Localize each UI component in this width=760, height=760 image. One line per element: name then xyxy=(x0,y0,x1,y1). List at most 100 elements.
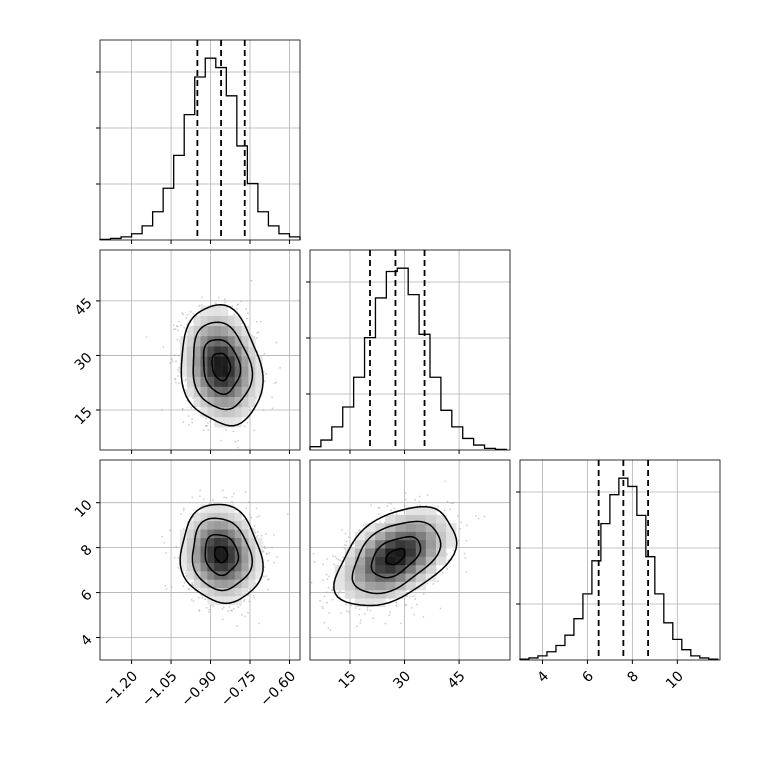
density-cell xyxy=(334,581,346,591)
density-cell xyxy=(200,376,208,387)
scatter-point xyxy=(406,595,408,598)
density-cell xyxy=(354,590,366,599)
density-cell xyxy=(248,529,256,538)
scatter-point xyxy=(243,425,246,428)
density-panel-2-3 xyxy=(309,459,511,664)
density-panel-1-2 xyxy=(96,249,301,474)
scatter-point xyxy=(173,378,176,381)
scatter-point xyxy=(231,305,234,308)
scatter-point xyxy=(355,607,357,609)
scatter-point xyxy=(446,567,448,570)
density-cell xyxy=(214,305,222,316)
density-cell xyxy=(365,581,376,591)
scatter-point xyxy=(227,610,230,612)
scatter-point xyxy=(209,420,211,423)
density-cell xyxy=(180,346,188,357)
density-cell xyxy=(241,571,249,580)
scatter-point xyxy=(457,515,459,518)
scatter-point xyxy=(192,312,195,315)
scatter-point xyxy=(225,429,228,431)
scatter-point xyxy=(345,544,348,547)
scatter-point xyxy=(176,325,179,328)
density-cell xyxy=(436,548,447,557)
panel-frame xyxy=(99,249,301,451)
scatter-point xyxy=(366,609,369,611)
scatter-point xyxy=(183,326,186,329)
density-cell xyxy=(425,506,437,516)
density-cell xyxy=(200,305,208,316)
density-cell xyxy=(186,336,194,347)
density-cell xyxy=(207,315,215,327)
scatter-point xyxy=(256,332,259,334)
scatter-point xyxy=(232,430,235,433)
density-cell xyxy=(385,523,396,532)
y-tick-label: 45 xyxy=(72,295,96,319)
scatter-point xyxy=(422,593,425,595)
scatter-point xyxy=(190,407,193,409)
scatter-point xyxy=(313,560,316,563)
density-cell xyxy=(227,587,235,597)
density-cell xyxy=(200,554,208,563)
scatter-point xyxy=(250,516,253,519)
density-cell xyxy=(395,514,406,524)
density-cell xyxy=(207,562,215,572)
scatter-point xyxy=(463,552,466,555)
scatter-point xyxy=(276,556,278,559)
scatter-point xyxy=(186,313,189,316)
scatter-point xyxy=(204,598,206,601)
density-cell xyxy=(207,376,215,387)
scatter-point xyxy=(169,362,172,364)
scatter-point xyxy=(231,501,234,504)
density-cell xyxy=(255,554,263,563)
scatter-point xyxy=(217,296,220,299)
density-cell xyxy=(446,539,457,549)
density-cell xyxy=(193,396,201,408)
y-tick-label: 30 xyxy=(72,350,96,374)
density-cell xyxy=(214,512,222,522)
scatter-point xyxy=(223,496,226,499)
scatter-point xyxy=(331,588,334,591)
density-cell xyxy=(344,548,356,557)
scatter-point xyxy=(173,556,176,559)
scatter-point xyxy=(459,528,462,530)
density-cell xyxy=(241,554,249,563)
scatter-point xyxy=(208,608,211,611)
scatter-point xyxy=(465,571,468,573)
scatter-point xyxy=(192,600,195,603)
scatter-point xyxy=(178,382,180,384)
scatter-point xyxy=(182,421,185,424)
scatter-point xyxy=(358,613,361,616)
density-cell xyxy=(221,325,229,337)
scatter-point xyxy=(326,578,329,581)
scatter-point xyxy=(192,472,194,474)
density-cell xyxy=(415,548,427,557)
x-tick-label: −0.90 xyxy=(178,668,220,710)
scatter-point xyxy=(185,575,188,577)
density-cell xyxy=(334,573,346,582)
scatter-point xyxy=(331,598,334,601)
scatter-point xyxy=(173,354,176,356)
scatter-point xyxy=(221,618,224,621)
scatter-point xyxy=(235,307,238,310)
density-cell xyxy=(365,556,376,566)
scatter-point xyxy=(356,625,358,628)
density-cell xyxy=(227,406,235,418)
density-cell xyxy=(365,573,376,582)
scatter-point xyxy=(321,605,324,608)
density-cell xyxy=(248,386,256,397)
density-cell xyxy=(207,537,215,547)
x-tick-label: 10 xyxy=(663,668,687,692)
scatter-point xyxy=(250,334,253,337)
scatter-point xyxy=(450,502,453,505)
density-cell xyxy=(415,514,427,524)
scatter-point xyxy=(165,552,167,554)
density-cell xyxy=(186,546,194,555)
density-cell xyxy=(241,537,249,547)
density-cell xyxy=(186,529,194,538)
density-cell xyxy=(207,366,215,377)
density-cell xyxy=(214,376,222,387)
scatter-point xyxy=(253,429,256,432)
scatter-point xyxy=(273,561,275,564)
scatter-point xyxy=(191,418,193,421)
